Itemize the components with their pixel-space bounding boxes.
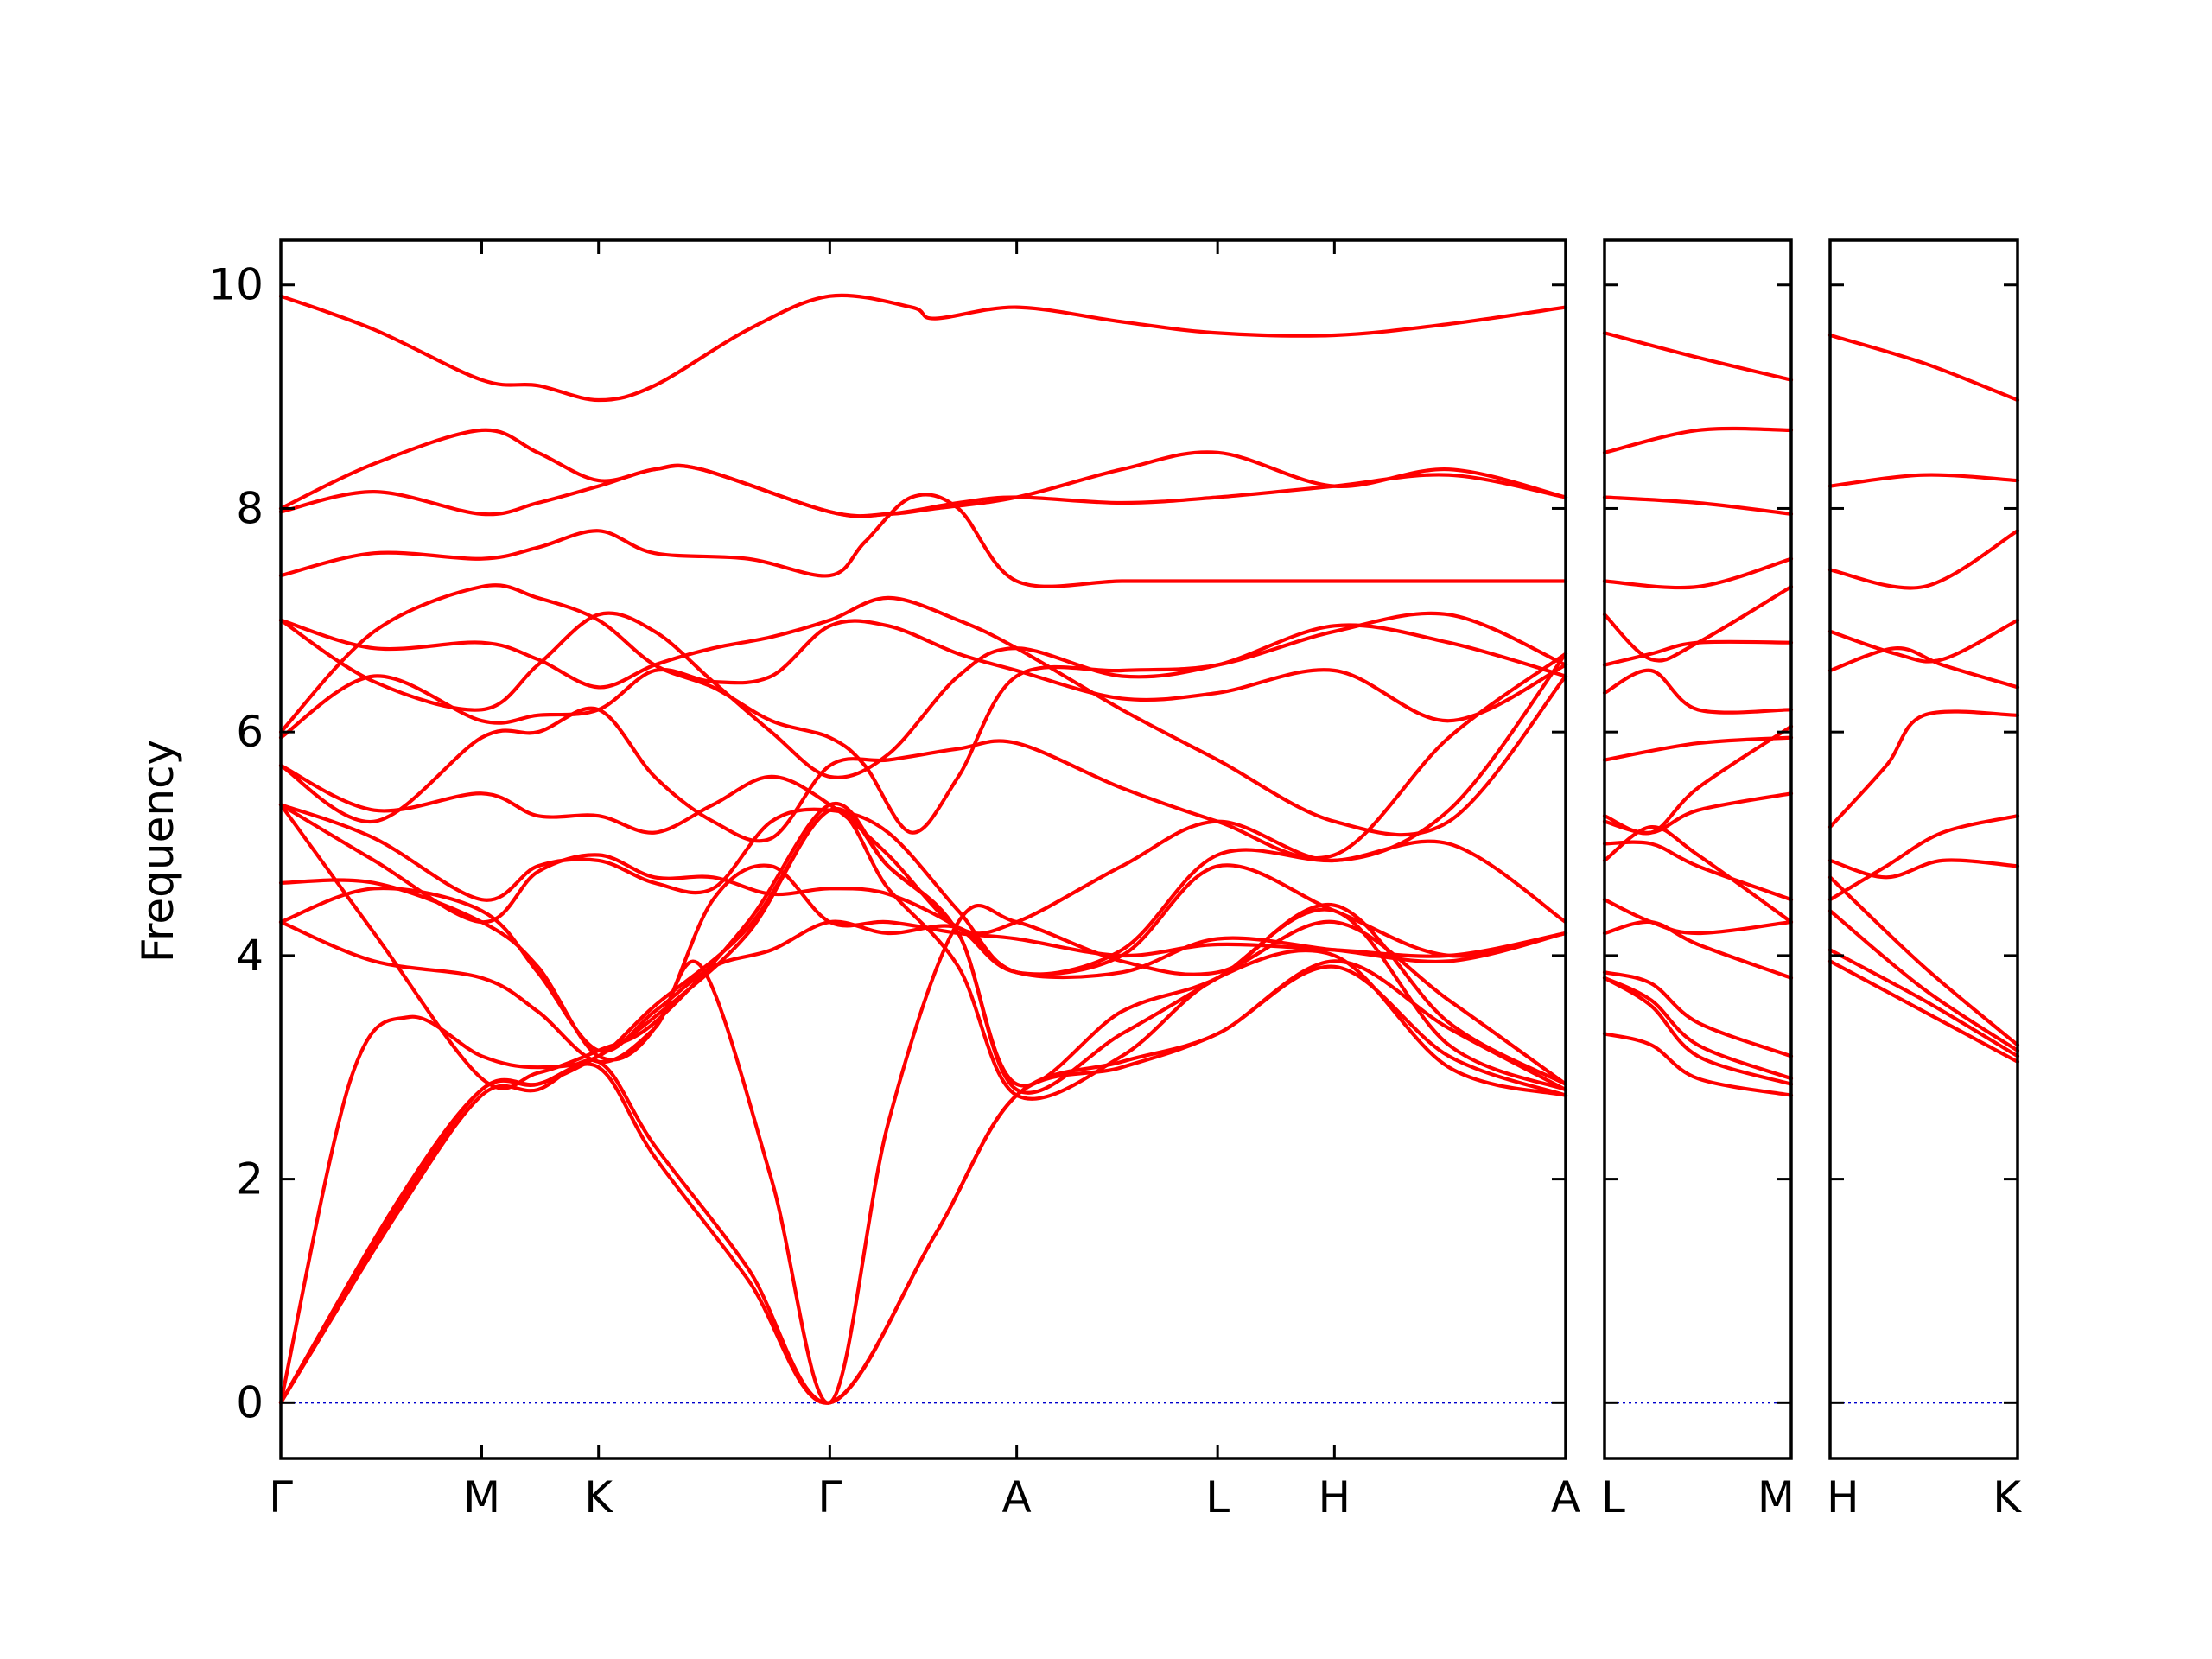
y-tick-label: 0 xyxy=(236,1377,264,1427)
band-17 xyxy=(278,806,1568,1405)
band-2 xyxy=(1602,426,1794,454)
band-12 xyxy=(278,803,1568,976)
band-8 xyxy=(1827,814,2020,902)
band-17 xyxy=(1602,976,1794,1086)
band-7 xyxy=(1602,668,1794,715)
x-tick-label-K: K xyxy=(1993,1472,2022,1522)
band-3 xyxy=(1602,495,1794,516)
band-9 xyxy=(1827,875,2020,1047)
band-10 xyxy=(1827,909,2020,1052)
band-5 xyxy=(1827,646,2020,690)
band-5 xyxy=(1602,584,1794,663)
band-8 xyxy=(278,619,1568,740)
band-4 xyxy=(1827,618,2020,664)
band-7 xyxy=(278,611,1568,779)
band-7 xyxy=(1827,858,2020,880)
band-15 xyxy=(278,903,1568,1405)
band-18 xyxy=(1602,1032,1794,1097)
x-tick-label-Γ: Γ xyxy=(269,1472,293,1522)
band-8 xyxy=(1602,735,1794,762)
band-1 xyxy=(278,293,1568,403)
panel-1: 0 2 4 6 8 10 Γ M K Γ A L H A xyxy=(208,238,1580,1522)
band-6 xyxy=(1827,709,2020,830)
band-3 xyxy=(278,463,1568,518)
plot-frame xyxy=(1828,238,2019,1460)
band-1 xyxy=(1602,331,1794,382)
band-3 xyxy=(1827,529,2020,590)
band-12 xyxy=(1827,959,2020,1064)
band-11 xyxy=(1602,840,1794,902)
band-6 xyxy=(1602,639,1794,667)
band-14 xyxy=(278,886,1568,1053)
x-tick-label-A: A xyxy=(1002,1472,1032,1522)
y-tick-label: 6 xyxy=(236,707,264,757)
y-tick-label: 2 xyxy=(236,1154,264,1205)
x-tick-label-H: H xyxy=(1319,1472,1351,1522)
band-4 xyxy=(1602,556,1794,590)
plot-frame xyxy=(1603,238,1793,1460)
plot-frame xyxy=(279,238,1567,1460)
y-tick-label: 8 xyxy=(236,483,264,533)
x-tick-label-H: H xyxy=(1827,1472,1859,1522)
band-6 xyxy=(278,595,1568,837)
band-11 xyxy=(1827,948,2020,1058)
band-13 xyxy=(1602,898,1794,936)
band-12 xyxy=(1602,824,1794,925)
band-1 xyxy=(1827,333,2020,403)
x-tick-label-A: A xyxy=(1551,1472,1580,1522)
band-4 xyxy=(278,493,1568,588)
band-10 xyxy=(1602,791,1794,835)
x-tick-label-K: K xyxy=(584,1472,613,1522)
band-19 xyxy=(278,964,1568,1405)
y-tick-label: 10 xyxy=(208,260,264,310)
y-axis-label: Frequency xyxy=(133,740,183,963)
x-tick-label-L: L xyxy=(1205,1472,1230,1522)
x-tick-label-M: M xyxy=(1758,1472,1795,1522)
band-2 xyxy=(278,428,1568,518)
band-11 xyxy=(278,803,1568,976)
band-2 xyxy=(1827,473,2020,488)
band-16 xyxy=(1602,976,1794,1081)
band-20 xyxy=(278,959,1568,1405)
x-tick-label-Γ: Γ xyxy=(817,1472,842,1522)
x-tick-label-M: M xyxy=(463,1472,500,1522)
x-tick-label-L: L xyxy=(1601,1472,1625,1522)
y-tick-label: 4 xyxy=(236,931,264,981)
band-14 xyxy=(1602,919,1794,980)
band-15 xyxy=(1602,970,1794,1058)
